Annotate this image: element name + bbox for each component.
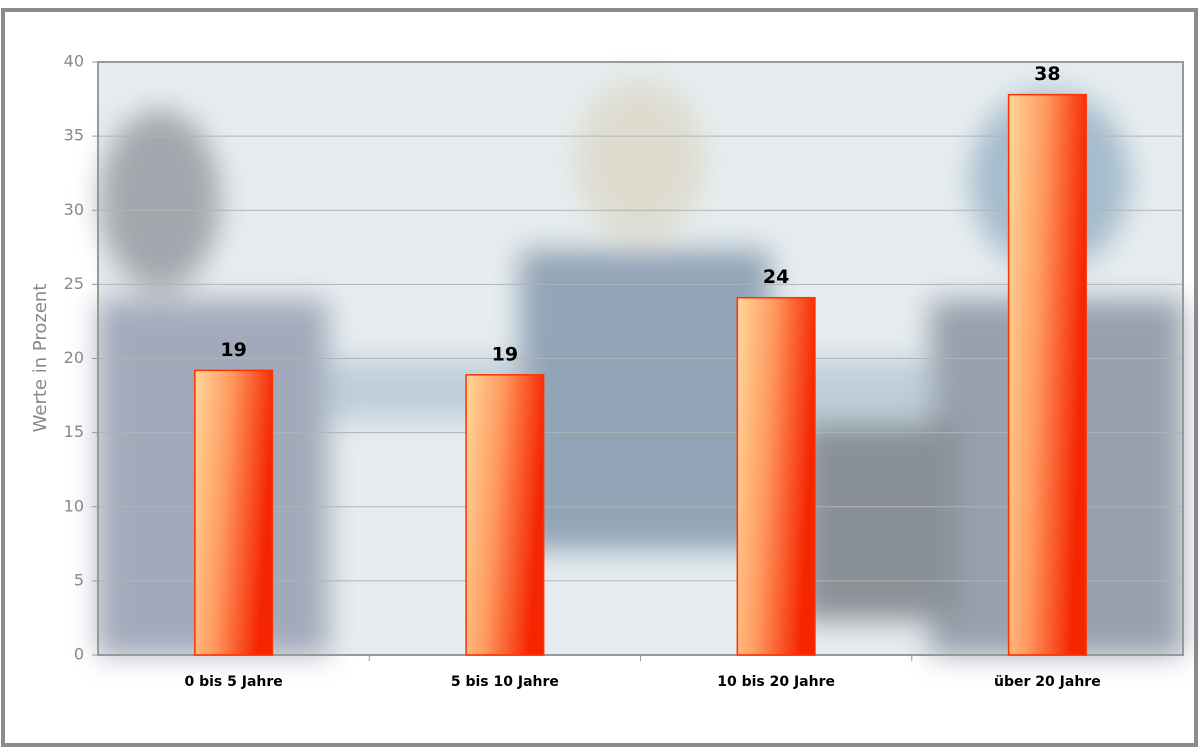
x-tick-label: 5 bis 10 Jahre [451,674,559,690]
y-tick-label: 30 [64,200,84,219]
value-label: 19 [220,339,246,361]
bar [195,370,273,655]
value-label: 19 [492,343,518,365]
y-axis-label: Werte in Prozent [30,284,51,433]
y-tick-label: 40 [64,52,84,71]
y-tick-label: 35 [64,126,84,145]
y-tick-label: 5 [74,570,84,589]
x-tick-label: über 20 Jahre [994,674,1101,690]
bar [466,375,544,655]
bar [737,298,815,655]
y-tick-label: 25 [64,274,84,293]
x-tick-label: 10 bis 20 Jahre [717,674,835,690]
value-label: 24 [763,266,789,288]
y-tick-label: 10 [64,496,84,515]
y-tick-label: 15 [64,422,84,441]
bar [1009,95,1087,655]
chart: Werte in Prozent 0 5 10 15 20 25 30 35 40 0 bis 5… [0,0,1199,749]
y-tick-label: 0 [74,645,84,664]
y-tick-label: 20 [64,348,84,367]
value-label: 38 [1034,63,1060,85]
x-tick-label: 0 bis 5 Jahre [184,674,282,690]
